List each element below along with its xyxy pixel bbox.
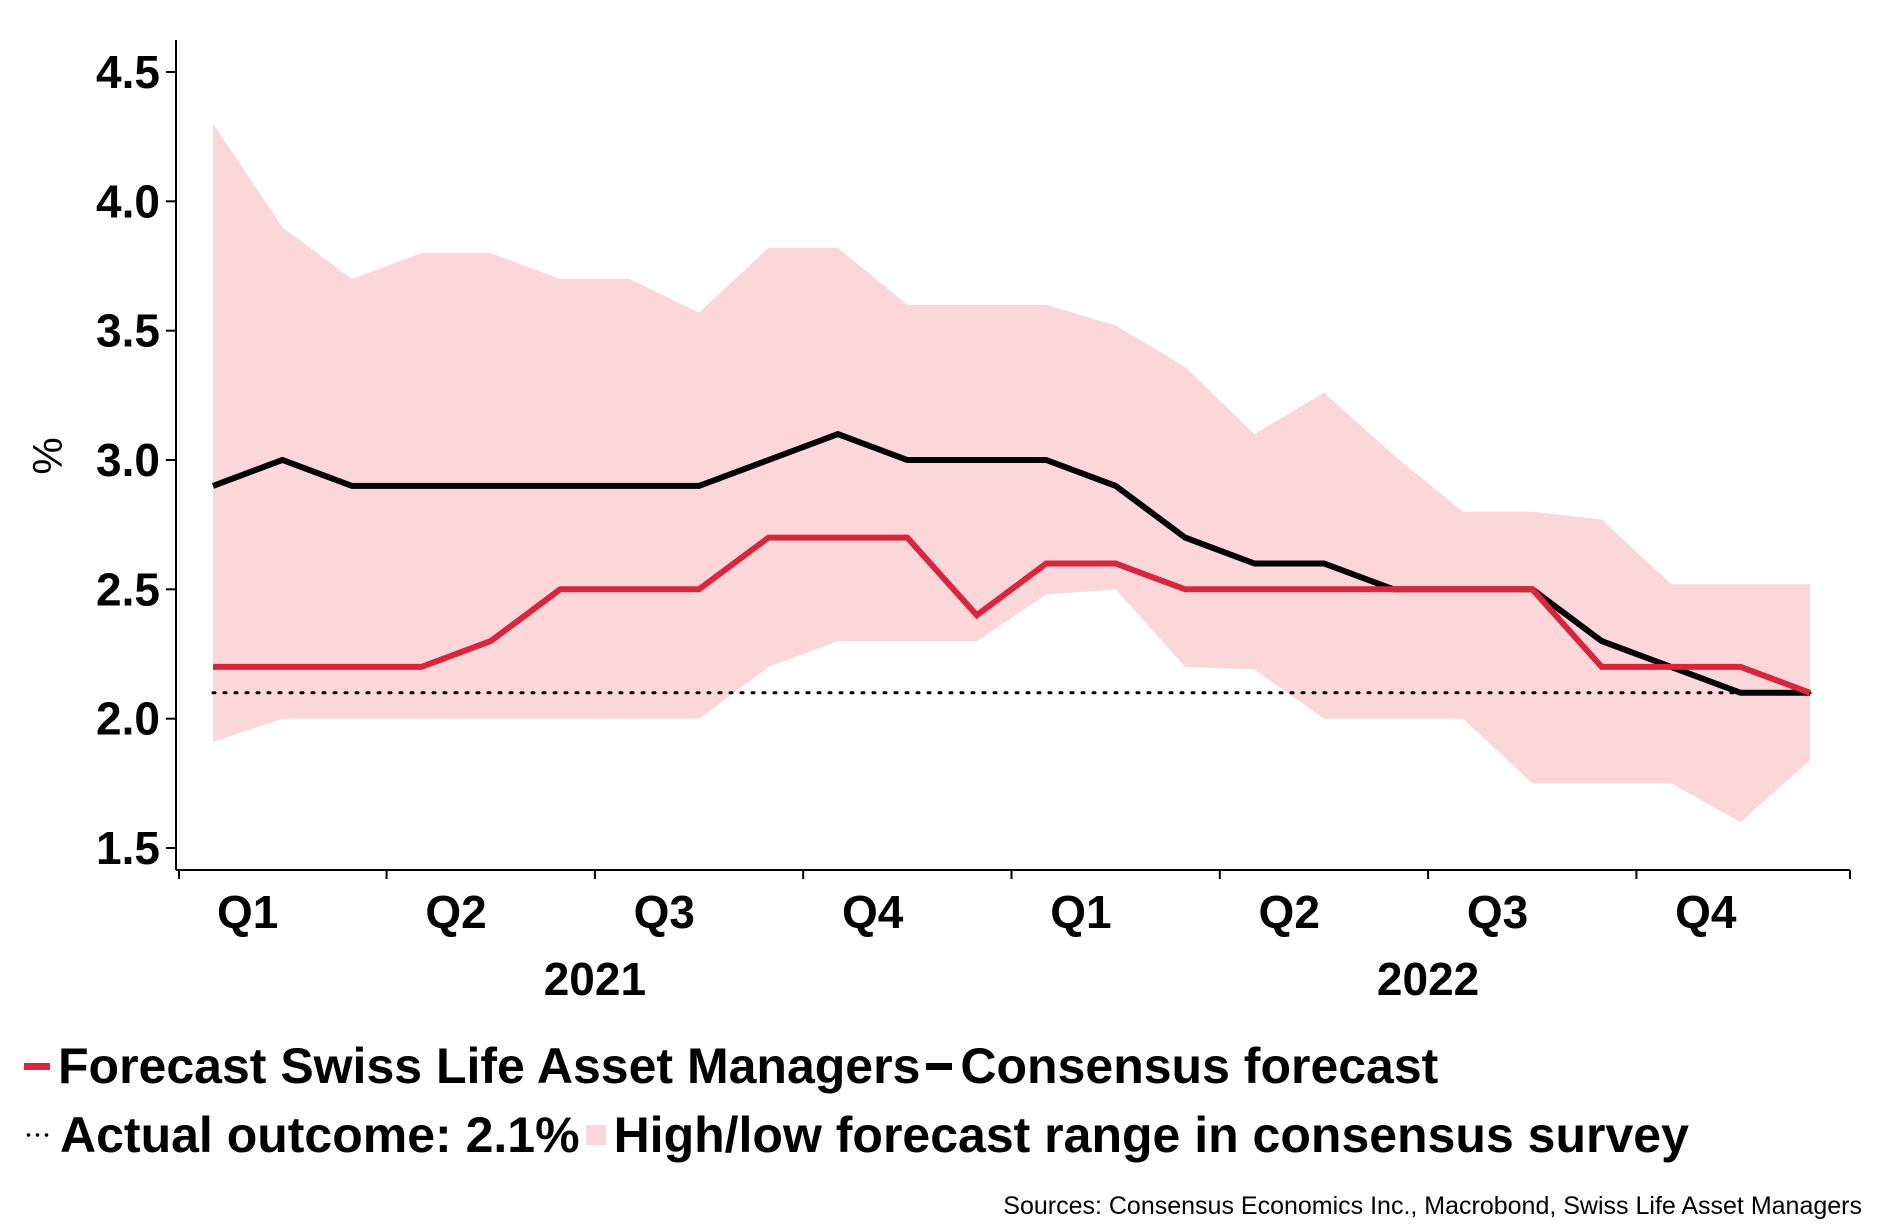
legend-item-range: High/low forecast range in consensus sur… xyxy=(585,1107,1689,1163)
range-band xyxy=(213,123,1810,823)
source-note: Sources: Consensus Economics Inc., Macro… xyxy=(1003,1192,1862,1220)
chart: 1.5 2.0 2.5 3.0 3.5 4.0 4.5% Q1 Q2 Q3 Q4 Q1 Q2 Q3 Q4 20… xyxy=(24,40,1851,1005)
y-tick-label: 4.0 xyxy=(96,175,160,227)
x-year-label: 2021 xyxy=(544,953,646,1005)
x-tick-label: Q1 xyxy=(1050,886,1111,938)
x-tick-label: Q4 xyxy=(1675,886,1737,938)
y-tick-label: 2.5 xyxy=(96,563,160,615)
legend-swatch-swiss-life xyxy=(24,1062,50,1070)
y-tick-label: 1.5 xyxy=(96,822,160,874)
x-tick-label: Q3 xyxy=(1467,886,1528,938)
legend-label-range: High/low forecast range in consensus sur… xyxy=(613,1107,1689,1163)
legend-swatch-range xyxy=(585,1125,606,1145)
legend-swatch-consensus xyxy=(926,1062,953,1070)
legend-label-consensus: Consensus forecast xyxy=(960,1038,1439,1094)
legend-item-swiss-life: Forecast Swiss Life Asset Managers xyxy=(24,1041,920,1091)
x-tick-label: Q1 xyxy=(217,886,278,938)
legend-row-2: Actual outcome: 2.1% High/low forecast r… xyxy=(24,1110,1695,1160)
y-tick-label: 3.5 xyxy=(96,305,160,357)
series-line-swiss-life xyxy=(213,534,1812,696)
legend-label-swiss-life: Forecast Swiss Life Asset Managers xyxy=(58,1038,921,1094)
legend-label-actual: Actual outcome: 2.1% xyxy=(60,1107,580,1163)
x-tick-label: Q2 xyxy=(1259,886,1320,938)
y-tick-label: 2.0 xyxy=(96,693,160,745)
x-tick-label: Q3 xyxy=(634,886,695,938)
legend-row-1: Forecast Swiss Life Asset Managers Conse… xyxy=(24,1041,1444,1091)
legend-item-consensus: Consensus forecast xyxy=(926,1041,1438,1091)
legend-swatch-actual xyxy=(24,1133,50,1137)
y-tick-label: 4.5 xyxy=(96,46,160,98)
legend-item-actual: Actual outcome: 2.1% xyxy=(24,1110,580,1160)
y-axis-title: % xyxy=(24,437,71,474)
x-year-label: 2022 xyxy=(1377,953,1479,1005)
y-tick-label: 3.0 xyxy=(96,434,160,486)
x-tick-label: Q4 xyxy=(842,886,904,938)
x-tick-label: Q2 xyxy=(425,886,486,938)
